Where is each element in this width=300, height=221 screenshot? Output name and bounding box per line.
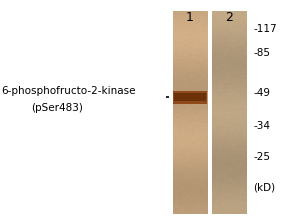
Text: -34: -34 [254, 121, 271, 131]
Text: (kD): (kD) [254, 182, 276, 192]
Text: 1: 1 [186, 11, 194, 24]
Text: -85: -85 [254, 48, 271, 58]
Text: -25: -25 [254, 152, 271, 162]
Text: 2: 2 [225, 11, 233, 24]
Bar [172, 91, 207, 104]
Text: 6-phosphofructo-2-kinase: 6-phosphofructo-2-kinase [2, 86, 136, 96]
Text: (pSer483): (pSer483) [32, 103, 83, 113]
Text: -117: -117 [254, 24, 277, 34]
Bar [174, 93, 206, 101]
Text: -49: -49 [254, 88, 271, 98]
